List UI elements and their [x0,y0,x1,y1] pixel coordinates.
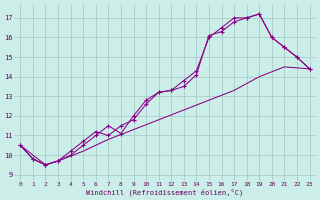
X-axis label: Windchill (Refroidissement éolien,°C): Windchill (Refroidissement éolien,°C) [86,188,244,196]
